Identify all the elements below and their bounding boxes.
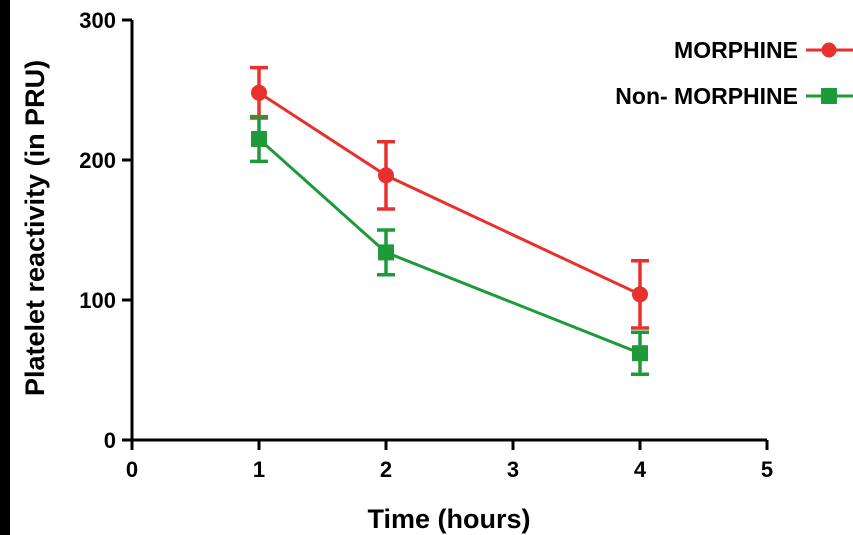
data-point-1-1 <box>378 244 394 261</box>
series <box>250 65 649 376</box>
x-tick-label-4: 4 <box>634 457 647 482</box>
y-tick-label-3: 300 <box>79 8 116 33</box>
data-point-1-0 <box>251 131 267 147</box>
series-1 <box>250 114 649 376</box>
legend-marker-1 <box>821 88 837 104</box>
y-tick-label-2: 200 <box>79 148 116 173</box>
x-tick-label-5: 5 <box>761 457 773 482</box>
series-0 <box>250 65 649 330</box>
x-tick-label-1: 1 <box>253 457 265 482</box>
x-tick-label-2: 2 <box>380 457 392 482</box>
legend-label-0: MORPHINE <box>674 37 798 63</box>
legend-label-1: Non- MORPHINE <box>615 83 798 109</box>
y-tick-label-1: 100 <box>79 288 116 313</box>
series-line-1 <box>258 137 641 355</box>
series-line-0 <box>258 91 641 296</box>
x-tick-label-0: 0 <box>126 457 138 482</box>
ticks: 0 100 200 300 0 1 2 3 4 5 <box>79 8 773 482</box>
y-tick-label-0: 0 <box>104 428 116 453</box>
legend-marker-0 <box>821 42 837 58</box>
data-point-0-1 <box>378 167 394 184</box>
chart-background <box>10 0 853 535</box>
axes <box>130 20 767 442</box>
y-axis-title: Platelet reactivity (in PRU) <box>20 60 50 396</box>
data-point-0-0 <box>251 84 267 101</box>
x-axis-title: Time (hours) <box>367 504 530 534</box>
legend: MORPHINE Non- MORPHINE <box>615 37 853 109</box>
data-point-1-2 <box>632 345 648 362</box>
data-point-0-2 <box>632 286 648 303</box>
x-tick-label-3: 3 <box>507 457 519 482</box>
